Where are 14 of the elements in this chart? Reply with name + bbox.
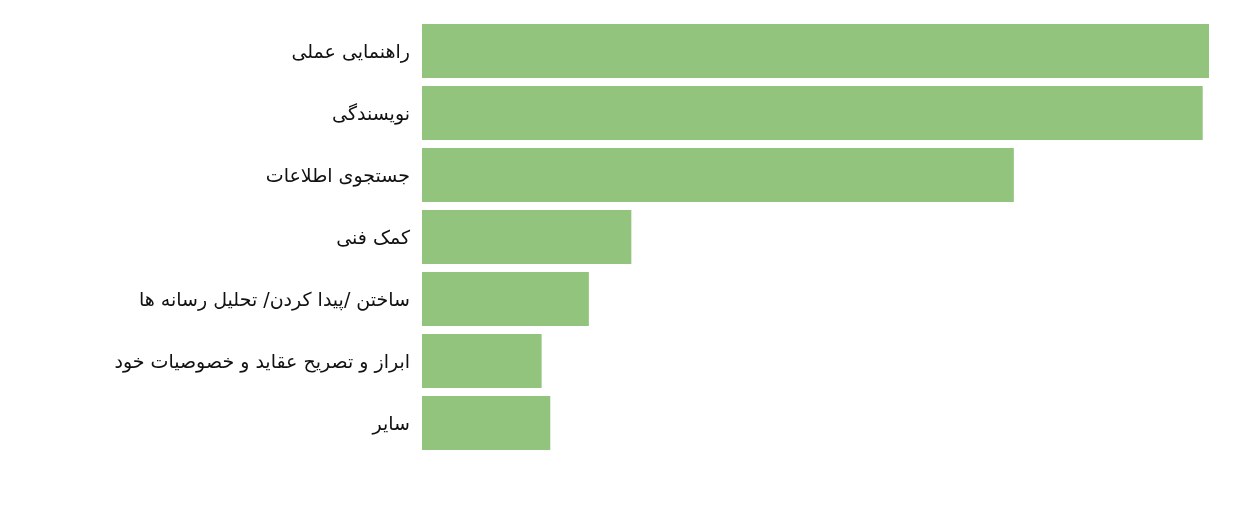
y-tick-label: راهنمایی عملی: [291, 40, 410, 63]
bar: [422, 24, 1209, 78]
y-tick-label: جستجوی اطلاعات: [265, 164, 410, 187]
y-tick-label: کمک فنی: [336, 226, 411, 248]
bar: [422, 334, 542, 388]
y-tick-label: ابراز و تصریح عقاید و خصوصیات خود: [114, 350, 410, 373]
y-tick-label: نویسندگی: [332, 102, 410, 125]
bar: [422, 210, 632, 264]
y-tick-label: ساختن /پیدا کردن/ تحلیل رسانه ها: [138, 288, 410, 311]
bar: [422, 272, 589, 326]
bar: [422, 86, 1203, 140]
y-tick-label: سایر: [371, 412, 410, 435]
bar: [422, 396, 551, 450]
bar: [422, 148, 1014, 202]
